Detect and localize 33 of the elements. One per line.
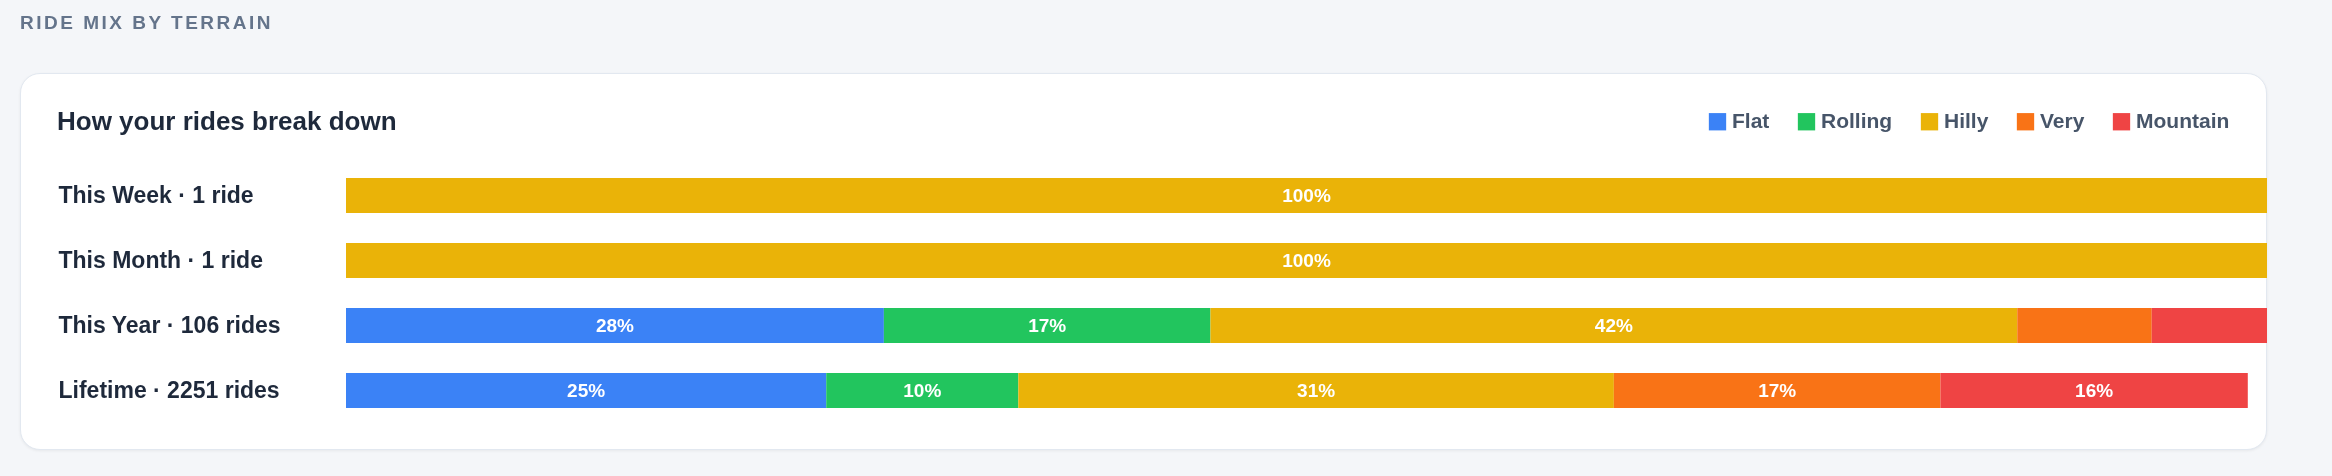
bar: [1613, 372, 1941, 409]
data-label: 31%: [1297, 379, 1336, 401]
legend-label: Flat: [1732, 108, 1770, 132]
y-tick-label: This Month · 1 ride: [58, 246, 263, 273]
data-label: 100%: [1282, 184, 1331, 206]
bar: [1018, 372, 1614, 409]
y-tick-label: This Year · 106 rides: [58, 311, 281, 338]
y-tick-label: This Week · 1 ride: [58, 181, 254, 208]
data-label: 17%: [1758, 379, 1797, 401]
text: RIDE MIX BY TERRAIN: [20, 12, 274, 34]
legend-label: Very: [2040, 108, 2085, 132]
legend-label: Rolling: [1821, 108, 1893, 132]
data-label: 25%: [567, 379, 606, 401]
y-tick-label: Lifetime · 2251 rides: [58, 376, 280, 403]
legend-label: Hilly: [1944, 108, 1989, 132]
data-label: 42%: [1594, 314, 1633, 336]
bar: [346, 242, 2267, 279]
bar: [346, 307, 884, 344]
bar: [346, 372, 827, 409]
bar: [346, 177, 2267, 214]
legend-label: Mountain: [2136, 108, 2230, 132]
bar: [1210, 307, 2018, 344]
data-label: 16%: [2075, 379, 2114, 401]
data-label: 17%: [1028, 314, 1067, 336]
bar: [2017, 307, 2152, 344]
bar: [1940, 372, 2248, 409]
bar: [2151, 307, 2267, 344]
data-label: 10%: [903, 379, 942, 401]
chart-subtitle: How your rides break down: [57, 106, 397, 137]
data-label: 100%: [1282, 249, 1331, 271]
bar: [883, 307, 1211, 344]
data-label: 28%: [595, 314, 635, 336]
bar: [826, 372, 1019, 409]
